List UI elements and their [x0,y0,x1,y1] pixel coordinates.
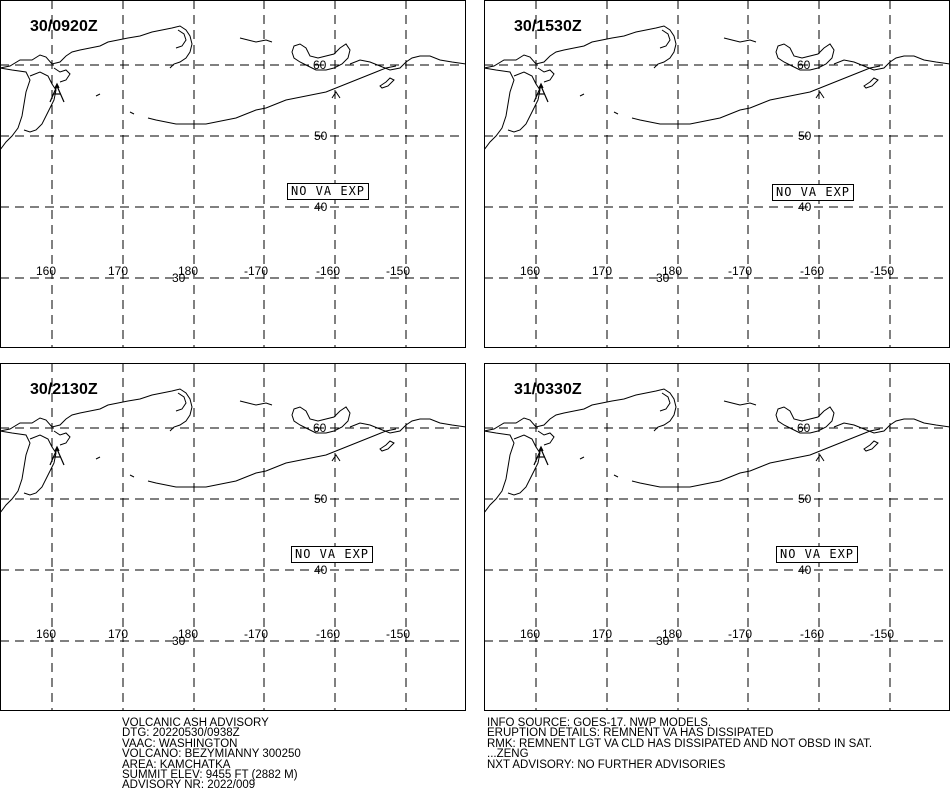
advisory-right-line: NXT ADVISORY: NO FURTHER ADVISORIES [487,758,726,771]
lat-label-30: 30 [656,271,670,285]
lon-label-180: 180 [662,627,683,641]
aleutian-marker-icon [815,91,825,99]
lon-label-180: 180 [662,264,683,278]
lon-label-170: 170 [108,264,129,278]
panel-border [484,363,950,711]
lat-label-30: 30 [172,271,186,285]
advisory-left-line: AREA: KAMCHATKA [122,758,231,771]
lon-label-minus-170: -170 [244,264,269,278]
advisory-left-line: VOLCANIC ASH ADVISORY [122,717,269,729]
lon-label-minus-150: -150 [870,627,895,641]
map-panel-2: 30/1530Z 60 50 40 30 160 170 180 -170 -1… [484,0,950,348]
lon-label-180: 180 [178,264,199,278]
panel-valid-time: 30/0920Z [30,18,98,35]
lon-gridlines [51,0,407,348]
aleutian-marker-icon [331,454,341,462]
lon-label-minus-160: -160 [800,264,825,278]
no-va-exp-box: NO VA EXP [287,183,370,200]
lat-label-30: 30 [172,634,186,648]
lat-label-60: 60 [313,58,327,72]
lon-label-minus-150: -150 [386,627,411,641]
coastline [0,388,466,514]
lat-label-50: 50 [314,492,328,506]
lat-label-50: 50 [798,129,812,143]
lat-label-30: 30 [656,634,670,648]
lon-label-minus-160: -160 [800,627,825,641]
lon-label-160: 160 [36,264,57,278]
lat-label-40: 40 [798,563,812,577]
coastline [484,388,950,514]
no-va-exp-box: NO VA EXP [772,184,855,201]
map-canvas [0,0,466,348]
map-canvas [0,363,466,711]
no-va-exp-box: NO VA EXP [776,546,859,563]
lon-label-minus-170: -170 [244,627,269,641]
lon-label-minus-150: -150 [386,264,411,278]
aleutian-marker-icon [331,91,341,99]
lat-label-50: 50 [798,492,812,506]
lon-label-minus-170: -170 [728,264,753,278]
lat-label-40: 40 [314,563,328,577]
map-panel-3: 30/2130Z 60 50 40 30 160 170 180 -170 -1… [0,363,466,711]
lat-gridlines [0,427,466,642]
lat-label-60: 60 [797,421,811,435]
lat-label-60: 60 [313,421,327,435]
advisory-right-text: INFO SOURCE: GOES-17. NWP MODELS. ERUPTIO… [487,717,873,771]
lon-gridlines [535,363,891,711]
lat-label-60: 60 [797,58,811,72]
map-canvas [484,0,950,348]
coastline [0,25,466,151]
panel-valid-time: 30/2130Z [30,381,98,398]
advisory-right-line: RMK: REMNENT LGT VA CLD HAS DISSIPATED A… [487,737,873,750]
lon-label-170: 170 [108,627,129,641]
advisory-left-line: VOLCANO: BEZYMIANNY 300250 [122,748,301,761]
lat-label-40: 40 [798,200,812,214]
no-va-exp-box: NO VA EXP [291,546,374,563]
panel-border [484,0,950,348]
panel-valid-time: 31/0330Z [514,381,582,398]
advisory-left-line: DTG: 20220530/0938Z [122,727,240,740]
lat-gridlines [0,64,466,279]
advisory-left-line: ADVISORY NR: 2022/009 [122,779,256,792]
map-panel-4: 31/0330Z 60 50 40 30 160 170 180 -170 -1… [484,363,950,711]
lon-label-minus-160: -160 [316,627,341,641]
volcano-icon [533,445,549,466]
panel-border [0,363,466,711]
coastline [484,25,950,151]
map-canvas [484,363,950,711]
panel-border [0,0,466,348]
volcano-icon [49,445,65,466]
lon-label-minus-160: -160 [316,264,341,278]
lat-label-50: 50 [314,129,328,143]
volcano-icon [49,82,65,103]
panel-valid-time: 30/1530Z [514,18,582,35]
map-panel-1: 30/0920Z 60 50 40 30 160 170 180 -170 -1… [0,0,466,348]
lon-gridlines [51,363,407,711]
lon-label-minus-150: -150 [870,264,895,278]
advisory-right-line: INFO SOURCE: GOES-17. NWP MODELS. [487,717,712,729]
lon-label-170: 170 [592,264,613,278]
lat-gridlines [484,427,950,642]
advisory-right-line: ERUPTION DETAILS: REMNENT VA HAS DISSIPA… [487,727,774,740]
aleutian-marker-icon [815,454,825,462]
lon-label-minus-170: -170 [728,627,753,641]
lon-label-160: 160 [36,627,57,641]
volcano-icon [533,82,549,103]
lat-label-40: 40 [314,200,328,214]
lon-label-160: 160 [520,627,541,641]
lon-gridlines [535,0,891,348]
lon-label-160: 160 [520,264,541,278]
advisory-left-line: SUMMIT ELEV: 9455 FT (2882 M) [122,769,298,782]
lat-gridlines [484,64,950,279]
lon-label-180: 180 [178,627,199,641]
lon-label-170: 170 [592,627,613,641]
advisory-right-line: ...ZENG [487,748,529,761]
advisory-left-text: VOLCANIC ASH ADVISORY DTG: 20220530/0938Z… [122,717,301,792]
advisory-left-line: VAAC: WASHINGTON [122,737,238,750]
